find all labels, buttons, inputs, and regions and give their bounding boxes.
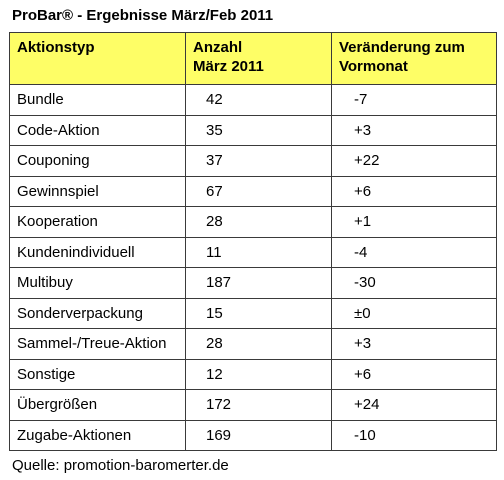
table-row: Zugabe-Aktionen 169 -10 [9,419,497,451]
header-anzahl-line2: März 2011 [193,58,264,75]
cell-anzahl: 37 [185,145,332,177]
table-row: Sammel-/Treue-Aktion 28 +3 [9,328,497,360]
page-title: ProBar® - Ergebnisse März/Feb 2011 [12,7,274,24]
cell-veraenderung: +22 [331,145,497,177]
table-header-row: Aktionstyp Anzahl März 2011 Veränderung … [9,32,497,85]
table-row: Sonstige 12 +6 [9,358,497,390]
cell-anzahl: 28 [185,206,332,238]
header-veraenderung-line1: Veränderung zum [339,39,465,56]
cell-veraenderung: +3 [331,114,497,146]
source-note: Quelle: promotion-baromerter.de [12,457,229,474]
cell-aktionstyp: Gewinnspiel [9,175,186,207]
cell-veraenderung: -7 [331,84,497,116]
cell-veraenderung: +6 [331,358,497,390]
table-row: Bundle 42 -7 [9,84,497,116]
cell-veraenderung: +1 [331,206,497,238]
table-row: Sonderverpackung 15 ±0 [9,297,497,329]
header-veraenderung: Veränderung zum Vormonat [331,32,497,85]
header-aktionstyp-label: Aktionstyp [17,39,95,56]
header-anzahl: Anzahl März 2011 [185,32,332,85]
cell-anzahl: 169 [185,419,332,451]
cell-anzahl: 172 [185,389,332,421]
cell-aktionstyp: Bundle [9,84,186,116]
cell-anzahl: 15 [185,297,332,329]
cell-veraenderung: ±0 [331,297,497,329]
cell-veraenderung: +24 [331,389,497,421]
cell-veraenderung: +6 [331,175,497,207]
table-row: Code-Aktion 35 +3 [9,114,497,146]
cell-aktionstyp: Sammel-/Treue-Aktion [9,328,186,360]
cell-aktionstyp: Couponing [9,145,186,177]
table-row: Übergrößen 172 +24 [9,389,497,421]
cell-anzahl: 35 [185,114,332,146]
cell-aktionstyp: Sonderverpackung [9,297,186,329]
header-veraenderung-line2: Vormonat [339,58,408,75]
cell-veraenderung: -4 [331,236,497,268]
cell-anzahl: 12 [185,358,332,390]
cell-aktionstyp: Übergrößen [9,389,186,421]
cell-aktionstyp: Zugabe-Aktionen [9,419,186,451]
cell-anzahl: 187 [185,267,332,299]
cell-anzahl: 42 [185,84,332,116]
table-row: Gewinnspiel 67 +6 [9,175,497,207]
cell-veraenderung: -10 [331,419,497,451]
table-row: Multibuy 187 -30 [9,267,497,299]
cell-anzahl: 67 [185,175,332,207]
cell-aktionstyp: Multibuy [9,267,186,299]
cell-anzahl: 28 [185,328,332,360]
results-table: Aktionstyp Anzahl März 2011 Veränderung … [9,32,497,451]
cell-veraenderung: +3 [331,328,497,360]
cell-aktionstyp: Kundenindividuell [9,236,186,268]
header-anzahl-line1: Anzahl [193,39,243,56]
cell-anzahl: 11 [185,236,332,268]
table-row: Couponing 37 +22 [9,145,497,177]
table-row: Kundenindividuell 11 -4 [9,236,497,268]
cell-aktionstyp: Code-Aktion [9,114,186,146]
cell-aktionstyp: Kooperation [9,206,186,238]
cell-aktionstyp: Sonstige [9,358,186,390]
cell-veraenderung: -30 [331,267,497,299]
table-row: Kooperation 28 +1 [9,206,497,238]
header-aktionstyp: Aktionstyp [9,32,186,85]
